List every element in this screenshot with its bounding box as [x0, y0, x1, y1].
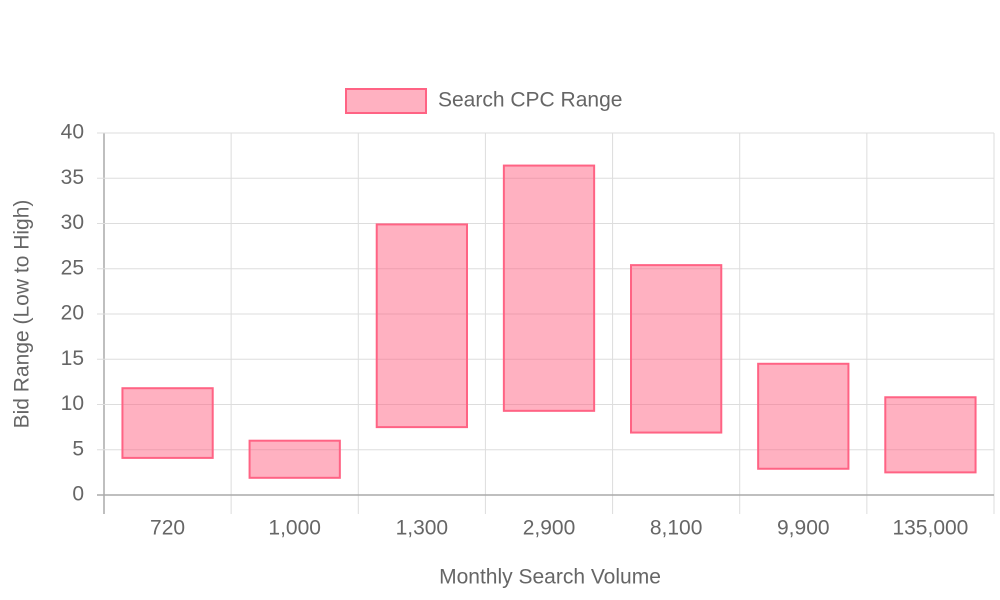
- y-tick-label: 20: [61, 302, 84, 325]
- x-tick-label: 135,000: [892, 517, 968, 540]
- y-tick-label: 40: [61, 121, 84, 144]
- legend-label: Search CPC Range: [438, 89, 622, 112]
- y-tick-label: 0: [72, 483, 84, 506]
- x-axis-title: Monthly Search Volume: [439, 566, 661, 589]
- bar: [121, 387, 214, 459]
- y-tick-label: 35: [61, 166, 84, 189]
- bar: [248, 439, 341, 479]
- y-axis-title: Bid Range (Low to High): [11, 200, 34, 429]
- x-tick-label: 1,300: [396, 517, 449, 540]
- x-tick-label: 9,900: [777, 517, 830, 540]
- x-tick-label: 8,100: [650, 517, 703, 540]
- y-tick-label: 5: [72, 437, 84, 460]
- x-tick-label: 720: [150, 517, 185, 540]
- y-tick-label: 10: [61, 392, 84, 415]
- y-tick-label: 15: [61, 347, 84, 370]
- x-tick-label: 1,000: [268, 517, 321, 540]
- bar: [375, 223, 468, 429]
- bar: [757, 362, 850, 470]
- x-tick-label: 2,900: [523, 517, 576, 540]
- y-tick-label: 30: [61, 211, 84, 234]
- y-tick-label: 25: [61, 256, 84, 279]
- bar: [630, 264, 723, 434]
- legend-swatch: [345, 88, 427, 114]
- bar: [502, 164, 596, 412]
- bar: [884, 396, 977, 474]
